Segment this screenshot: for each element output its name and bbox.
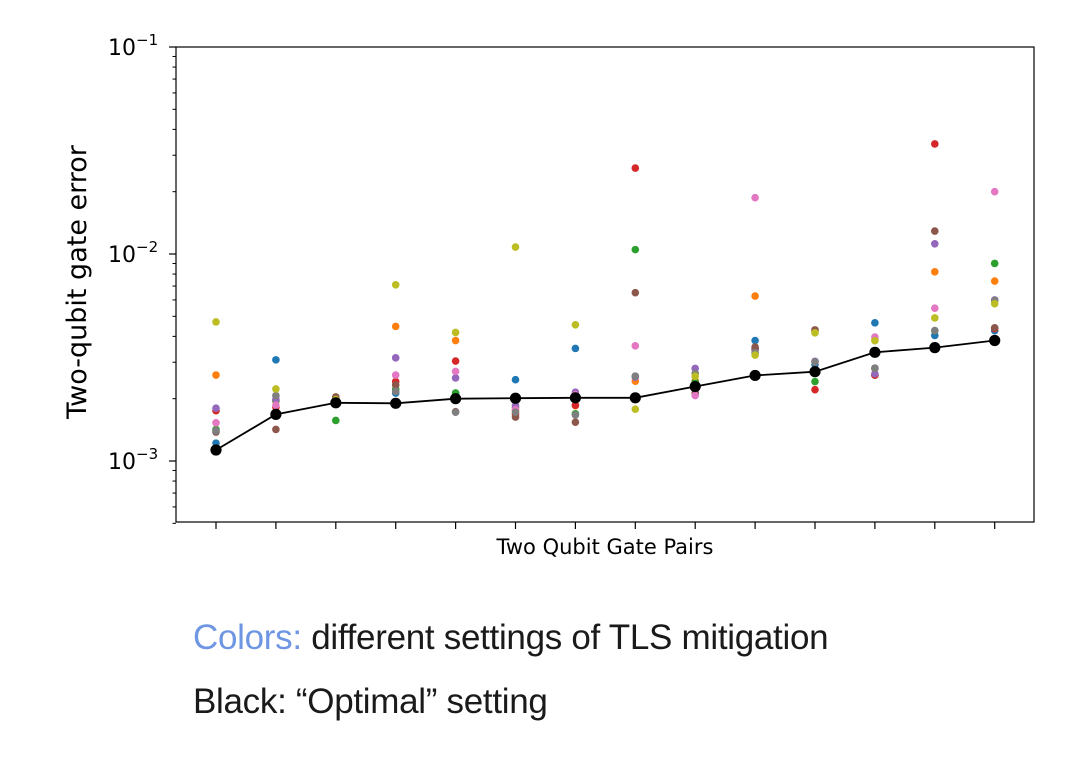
setting-point <box>871 336 879 345</box>
optimal-point <box>869 346 881 358</box>
setting-point <box>811 329 819 337</box>
setting-point <box>212 371 220 379</box>
setting-point <box>272 425 280 434</box>
setting-point <box>751 351 759 359</box>
x-ticks <box>215 522 996 529</box>
setting-point <box>391 322 400 331</box>
setting-point <box>990 187 999 196</box>
setting-point <box>931 227 939 235</box>
setting-point <box>631 405 640 413</box>
setting-point <box>931 314 939 322</box>
y-tick-label: 10−2 <box>108 238 158 268</box>
setting-point <box>391 371 400 379</box>
setting-point <box>451 367 460 376</box>
setting-point <box>391 280 400 289</box>
optimal-point <box>210 444 222 456</box>
optimal-point <box>509 392 522 404</box>
setting-point <box>811 358 819 366</box>
optimal-point <box>929 342 941 354</box>
setting-point <box>751 193 759 202</box>
optimal-point <box>689 380 701 393</box>
setting-point <box>751 343 759 351</box>
setting-point <box>451 357 460 365</box>
setting-point <box>631 245 640 254</box>
setting-point <box>451 336 460 345</box>
setting-point <box>931 326 939 335</box>
setting-point <box>811 377 819 386</box>
x-axis-label: Two Qubit Gate Pairs <box>496 535 714 559</box>
setting-point <box>571 418 580 426</box>
setting-point <box>631 342 640 350</box>
optimal-point <box>569 392 582 404</box>
y-major-ticks <box>169 46 176 462</box>
y-tick-label: 10−3 <box>108 445 158 475</box>
y-tick-labels: 10−1 10−2 10−3 <box>108 31 158 475</box>
setting-point <box>990 259 999 268</box>
setting-point <box>811 385 819 394</box>
optimal-line <box>215 339 995 451</box>
optimal-point <box>450 393 462 405</box>
setting-point <box>332 416 340 425</box>
setting-point <box>272 385 280 393</box>
optimal-point <box>989 334 1001 347</box>
setting-point <box>691 391 699 400</box>
optimal-series <box>210 334 1001 456</box>
optimal-point <box>749 369 761 382</box>
setting-point <box>931 140 939 148</box>
setting-point <box>931 304 939 313</box>
setting-point <box>272 401 280 410</box>
setting-point <box>511 375 520 384</box>
setting-point <box>871 319 879 327</box>
setting-points <box>212 140 999 447</box>
setting-point <box>871 369 879 378</box>
optimal-point <box>390 397 402 409</box>
setting-point <box>751 336 759 345</box>
setting-point <box>631 288 640 297</box>
setting-point <box>451 408 460 417</box>
setting-point <box>391 381 400 389</box>
caption-black: Black: “Optimal” setting <box>193 682 548 721</box>
setting-point <box>451 374 460 382</box>
optimal-point <box>330 397 342 409</box>
setting-point <box>571 401 580 410</box>
setting-point <box>511 243 520 251</box>
setting-point <box>391 387 400 396</box>
setting-point <box>571 411 580 419</box>
setting-point <box>212 418 220 427</box>
setting-point <box>691 372 699 380</box>
setting-point <box>931 240 939 248</box>
setting-point <box>212 404 220 412</box>
setting-point <box>511 408 520 417</box>
caption-colors-text: different settings of TLS mitigation <box>301 618 829 657</box>
setting-point <box>272 391 280 400</box>
y-axis-label: Two-qubit gate error <box>62 144 93 420</box>
setting-point <box>272 356 280 364</box>
setting-point <box>990 299 999 308</box>
optimal-point <box>270 408 282 420</box>
y-tick-label: 10−1 <box>108 31 158 61</box>
setting-point <box>391 354 400 362</box>
setting-point <box>212 318 220 326</box>
error-scatter-chart: 10−1 10−2 10−3 Two-qubit gate error Two Qu… <box>62 31 1035 559</box>
setting-point <box>631 164 640 172</box>
setting-point <box>571 320 580 329</box>
setting-point <box>212 426 220 435</box>
caption-colors: Colors: different settings of TLS mitiga… <box>193 618 829 658</box>
setting-point <box>571 344 580 353</box>
setting-point <box>631 372 640 380</box>
setting-point <box>931 268 939 276</box>
setting-point <box>451 328 460 337</box>
setting-point <box>990 277 999 285</box>
caption-colors-label: Colors: <box>193 618 302 657</box>
plot-frame <box>175 46 1035 523</box>
setting-point <box>871 364 879 373</box>
optimal-point <box>629 392 641 404</box>
setting-point <box>990 324 999 332</box>
setting-point <box>751 292 759 300</box>
optimal-point <box>809 366 821 378</box>
